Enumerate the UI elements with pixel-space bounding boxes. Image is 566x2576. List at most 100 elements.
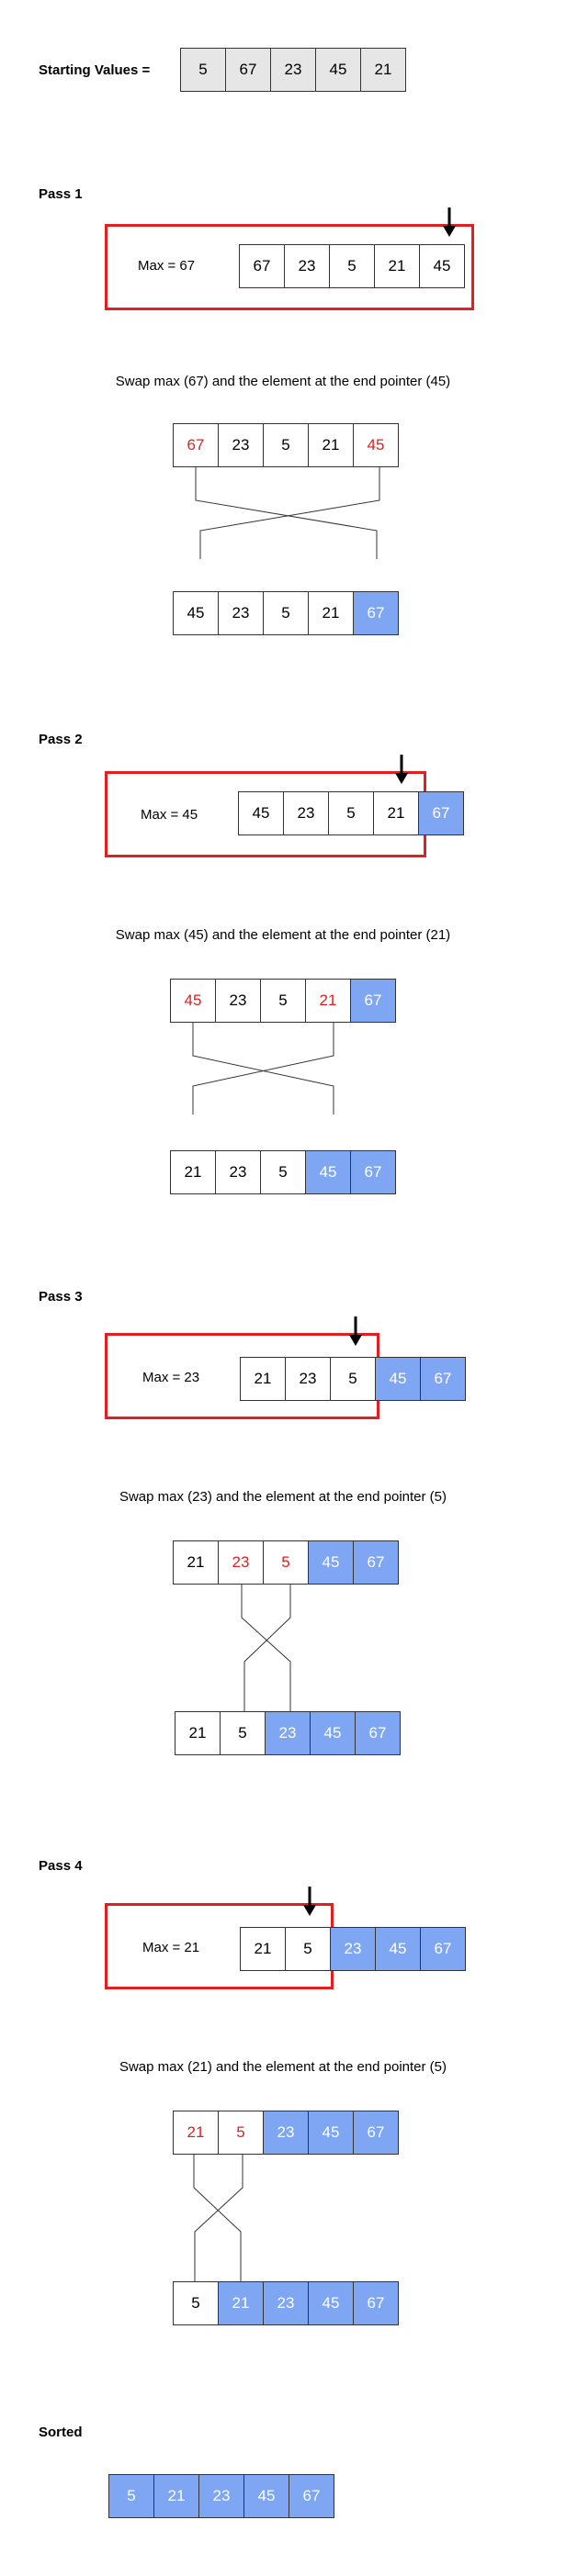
- pass-3-swap-caption: Swap max (23) and the element at the end…: [119, 1489, 447, 1505]
- array-cell: 45: [353, 423, 399, 467]
- pass-1-max-label: Max = 67: [138, 258, 196, 274]
- array-cell: 5: [328, 791, 374, 835]
- array-cell: 45: [308, 2281, 354, 2325]
- swap-line: [192, 1023, 334, 1114]
- array-cell: 23: [215, 979, 261, 1023]
- array-cell: 45: [375, 1357, 421, 1401]
- array-cell: 21: [240, 1357, 286, 1401]
- array-cell: 67: [239, 244, 285, 288]
- array-cell: 45: [308, 1540, 354, 1585]
- swap-line: [243, 1585, 291, 1711]
- array-cell: 21: [308, 591, 354, 635]
- array-cell: 67: [225, 48, 271, 92]
- array-cell: 23: [330, 1927, 376, 1971]
- array-cell: 67: [353, 2281, 399, 2325]
- array-cell: 21: [374, 244, 420, 288]
- array-cell: 23: [198, 2474, 244, 2518]
- array-cell: 45: [173, 591, 219, 635]
- swap-line: [195, 467, 378, 559]
- array-cell: 5: [329, 244, 375, 288]
- array-cell: 5: [285, 1927, 331, 1971]
- pass-1-title: Pass 1: [39, 186, 83, 202]
- array-cell: 45: [310, 1711, 356, 1755]
- pass-4-after-row: 5 21 23 45 67: [173, 2281, 399, 2325]
- array-cell: 21: [218, 2281, 264, 2325]
- sorted-title: Sorted: [39, 2425, 83, 2440]
- pass-2-swap-caption: Swap max (45) and the element at the end…: [115, 927, 451, 943]
- array-cell: 5: [108, 2474, 154, 2518]
- array-cell: 23: [218, 423, 264, 467]
- array-cell: 67: [173, 423, 219, 467]
- pass-4-array-row: 21 5 23 45 67: [240, 1927, 466, 1971]
- array-cell: 21: [373, 791, 419, 835]
- array-cell: 23: [270, 48, 316, 92]
- array-cell: 5: [260, 1150, 306, 1194]
- swap-line: [192, 1023, 334, 1114]
- array-cell: 67: [350, 979, 396, 1023]
- array-cell: 21: [308, 423, 354, 467]
- pass-2-array-row: 45 23 5 21 67: [238, 791, 464, 835]
- array-cell: 67: [353, 2111, 399, 2155]
- array-cell: 21: [170, 1150, 216, 1194]
- swap-line: [193, 2155, 242, 2281]
- array-cell: 67: [353, 1540, 399, 1585]
- sorted-array-row: 5 21 23 45 67: [108, 2474, 334, 2518]
- pass-1-red-frame: [105, 224, 474, 310]
- array-cell: 23: [283, 791, 329, 835]
- pass-1-after-row: 45 23 5 21 67: [173, 591, 399, 635]
- pass-4-max-label: Max = 21: [142, 1940, 200, 1955]
- array-cell: 45: [170, 979, 216, 1023]
- starting-values-row: 5 67 23 45 21: [180, 48, 406, 92]
- array-cell: 5: [218, 2111, 264, 2155]
- array-cell: 5: [173, 2281, 219, 2325]
- pass-4-before-row: 21 5 23 45 67: [173, 2111, 399, 2155]
- array-cell: 23: [215, 1150, 261, 1194]
- array-cell: 67: [353, 591, 399, 635]
- array-cell: 23: [218, 591, 264, 635]
- array-cell: 23: [218, 1540, 264, 1585]
- pass-2-before-row: 45 23 5 21 67: [170, 979, 396, 1023]
- array-cell: 5: [330, 1357, 376, 1401]
- pass-3-after-row: 21 5 23 45 67: [175, 1711, 401, 1755]
- array-cell: 5: [180, 48, 226, 92]
- array-cell: 5: [260, 979, 306, 1023]
- array-cell: 67: [418, 791, 464, 835]
- pass-2-after-row: 21 23 5 45 67: [170, 1150, 396, 1194]
- array-cell: 5: [263, 423, 309, 467]
- array-cell: 21: [173, 1540, 219, 1585]
- pass-3-before-row: 21 23 5 45 67: [173, 1540, 399, 1585]
- pass-3-max-label: Max = 23: [142, 1370, 200, 1385]
- end-pointer-arrow: [349, 1316, 362, 1346]
- array-cell: 5: [263, 591, 309, 635]
- end-pointer-arrow: [303, 1887, 316, 1916]
- array-cell: 23: [263, 2111, 309, 2155]
- end-pointer-arrow: [395, 755, 408, 784]
- swap-line: [199, 467, 380, 559]
- pass-3-swap-lines: [241, 1585, 291, 1711]
- array-cell: 23: [284, 244, 330, 288]
- array-cell: 5: [220, 1711, 266, 1755]
- array-cell: 21: [173, 2111, 219, 2155]
- array-cell: 23: [263, 2281, 309, 2325]
- pass-1-before-row: 67 23 5 21 45: [173, 423, 399, 467]
- array-cell: 21: [305, 979, 351, 1023]
- array-cell: 23: [265, 1711, 311, 1755]
- pass-4-swap-caption: Swap max (21) and the element at the end…: [119, 2059, 447, 2075]
- swap-line: [194, 2155, 243, 2281]
- pass-4-title: Pass 4: [39, 1858, 83, 1874]
- array-cell: 67: [289, 2474, 334, 2518]
- end-pointer-arrow: [443, 207, 456, 237]
- array-cell: 67: [420, 1357, 466, 1401]
- pass-1-array-row: 67 23 5 21 45: [239, 244, 465, 288]
- array-cell: 21: [240, 1927, 286, 1971]
- array-cell: 23: [285, 1357, 331, 1401]
- pass-2-max-label: Max = 45: [141, 807, 198, 823]
- swap-line: [241, 1585, 291, 1711]
- pass-2-swap-lines: [192, 1023, 334, 1114]
- array-cell: 21: [175, 1711, 221, 1755]
- array-cell: 45: [305, 1150, 351, 1194]
- array-cell: 45: [315, 48, 361, 92]
- pass-2-title: Pass 2: [39, 732, 83, 747]
- array-cell: 67: [355, 1711, 401, 1755]
- array-cell: 5: [263, 1540, 309, 1585]
